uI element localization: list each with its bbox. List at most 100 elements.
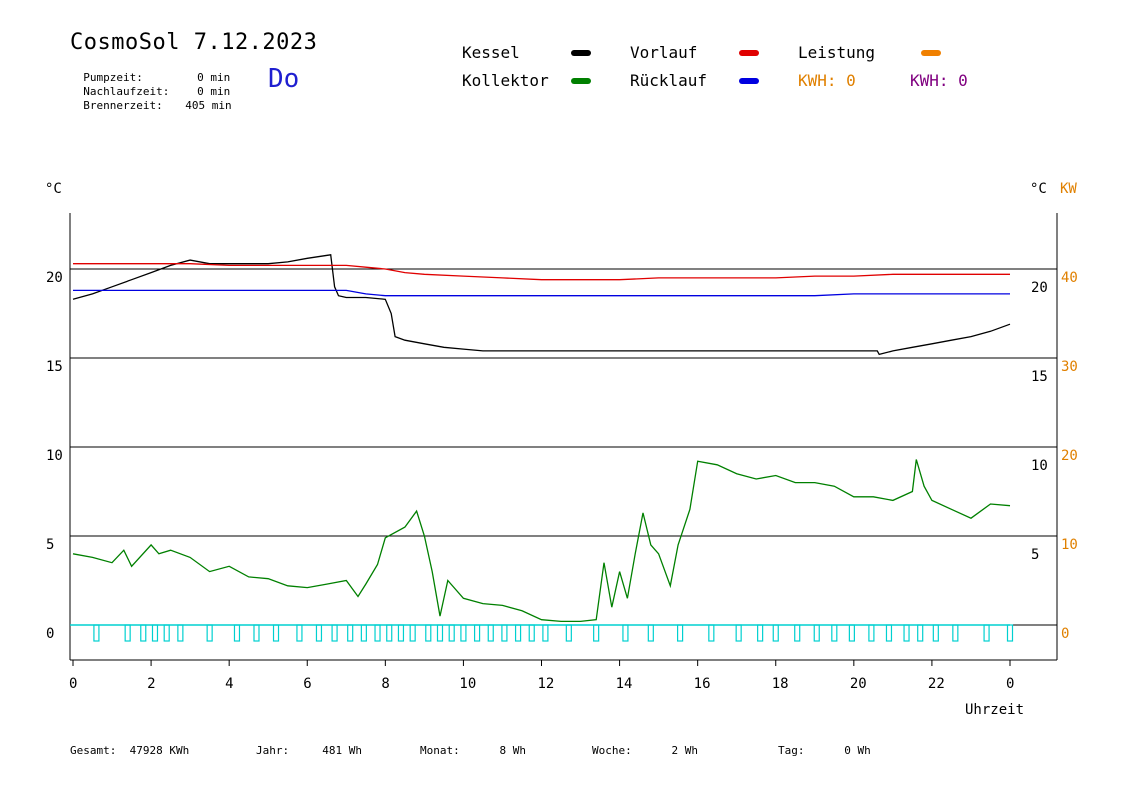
y-tick-label-left: 20: [46, 270, 63, 286]
pump-pulse: [868, 624, 875, 642]
y-tick-label-left: 0: [46, 626, 54, 642]
pump-pulse: [93, 624, 100, 642]
pump-pulse: [932, 624, 939, 642]
stat-pumpzeit: Pumpzeit: 0 min: [70, 58, 230, 84]
footer-value: 481 Wh: [322, 744, 362, 757]
y-tick-label-right: 15: [1031, 369, 1048, 385]
legend-leistung-swatch: [921, 50, 941, 56]
pump-pulse: [983, 624, 990, 642]
pump-pulse: [331, 624, 338, 642]
legend-ruecklauf-swatch: [739, 78, 759, 84]
pump-pulse: [1006, 624, 1014, 642]
pump-pulse: [436, 624, 444, 642]
footer-label: Woche:: [592, 744, 632, 757]
pump-pulse: [952, 624, 959, 642]
kwh-leistung: KWH: 0: [798, 71, 856, 90]
pump-pulse: [397, 624, 405, 642]
pump-pulse: [233, 624, 241, 642]
stat-brennerzeit: Brennerzeit: 405 min: [70, 86, 231, 112]
pump-pulse: [460, 624, 467, 642]
x-tick-label: 6: [303, 676, 311, 692]
pump-pulse: [647, 624, 654, 642]
stat-label: Brennerzeit:: [83, 99, 163, 112]
y-tick-label-right: 10: [1031, 458, 1048, 474]
footer-tag: Tag: 0 Wh: [778, 744, 871, 757]
legend-vorlauf-swatch: [739, 50, 759, 56]
weekday-label: Do: [268, 64, 300, 94]
x-tick-label: 10: [459, 676, 476, 692]
footer-jahr: Jahr: 481 Wh: [256, 744, 362, 757]
pump-pulse: [772, 624, 779, 642]
pump-pulse: [514, 624, 522, 642]
footer-monat: Monat: 8 Wh: [420, 744, 526, 757]
pump-pulse: [757, 624, 764, 642]
legend-ruecklauf-label: Rücklauf: [630, 71, 708, 90]
series-lines: [70, 254, 1014, 642]
footer-label: Gesamt:: [70, 744, 117, 757]
pump-pulse: [448, 624, 455, 642]
stat-nachlaufzeit: Nachlaufzeit: 0 min: [70, 72, 230, 98]
x-tick-label: 22: [928, 676, 945, 692]
pump-pulse: [903, 624, 910, 642]
pump-pulse: [794, 624, 801, 642]
pump-pulse: [473, 624, 481, 642]
footer-woche: Woche: 2 Wh: [592, 744, 698, 757]
footer-value: 8 Wh: [499, 744, 527, 757]
x-tick-label: 8: [381, 676, 389, 692]
pump-pulse: [501, 624, 508, 642]
stat-value: 0 min: [197, 71, 231, 84]
pump-pulse: [487, 624, 494, 642]
stat-label: Nachlaufzeit:: [83, 85, 170, 98]
pump-pulse: [206, 624, 213, 642]
x-tick-label: 20: [850, 676, 867, 692]
pump-pulse: [622, 624, 629, 642]
x-tick-label: 0: [1006, 676, 1014, 692]
series-line-kessel: [72, 254, 1011, 356]
stat-label: Pumpzeit:: [83, 71, 143, 84]
pump-pulse: [542, 624, 549, 642]
legend-vorlauf-label: Vorlauf: [630, 43, 698, 62]
stat-value: 0 min: [197, 85, 231, 98]
page-title: CosmoSol 7.12.2023: [70, 30, 318, 55]
footer-label: Jahr:: [256, 744, 290, 757]
grid-lines: [69, 213, 1058, 666]
kwh-secondary: KWH: 0: [910, 71, 968, 90]
y-unit-right: °C: [1030, 181, 1047, 197]
pump-pulse: [917, 624, 924, 642]
footer-label: Monat:: [420, 744, 460, 757]
pump-pulse: [151, 624, 159, 642]
x-tick-label: 0: [69, 676, 77, 692]
pump-pulse: [528, 624, 535, 642]
pump-pulse: [425, 624, 432, 642]
pump-pulse: [735, 624, 742, 642]
legend-kessel-label: Kessel: [462, 43, 520, 62]
x-tick-label: 12: [538, 676, 555, 692]
footer-value: 2 Wh: [671, 744, 699, 757]
y-tick-label-right: 5: [1031, 547, 1039, 563]
legend-kessel-swatch: [571, 50, 591, 56]
pump-pulse: [272, 624, 280, 642]
pump-pulse: [177, 624, 184, 642]
footer-value: 47928 KWh: [129, 744, 190, 757]
x-tick-label: 4: [225, 676, 233, 692]
x-axis-label: Uhrzeit: [965, 702, 1024, 718]
x-tick-label: 14: [616, 676, 633, 692]
y-tick-label-left: 15: [46, 359, 63, 375]
footer-gesamt: Gesamt: 47928 KWh: [70, 744, 189, 757]
pump-pulse: [374, 624, 381, 642]
series-line-vorlauf: [73, 263, 1010, 281]
y2-tick-label: 0: [1061, 626, 1069, 642]
pump-pulse: [253, 624, 260, 642]
footer-value: 0 Wh: [844, 744, 871, 757]
pump-pulse: [813, 624, 820, 642]
pump-pulse: [676, 624, 684, 642]
pump-pulse: [360, 624, 367, 642]
x-tick-label: 2: [147, 676, 155, 692]
series-line-ruecklauf: [73, 289, 1010, 297]
y-tick-label-left: 5: [46, 537, 54, 553]
y2-unit: KW: [1060, 181, 1077, 197]
pump-pulse: [885, 624, 893, 642]
y2-tick-label: 10: [1061, 537, 1078, 553]
footer-label: Tag:: [778, 744, 805, 757]
